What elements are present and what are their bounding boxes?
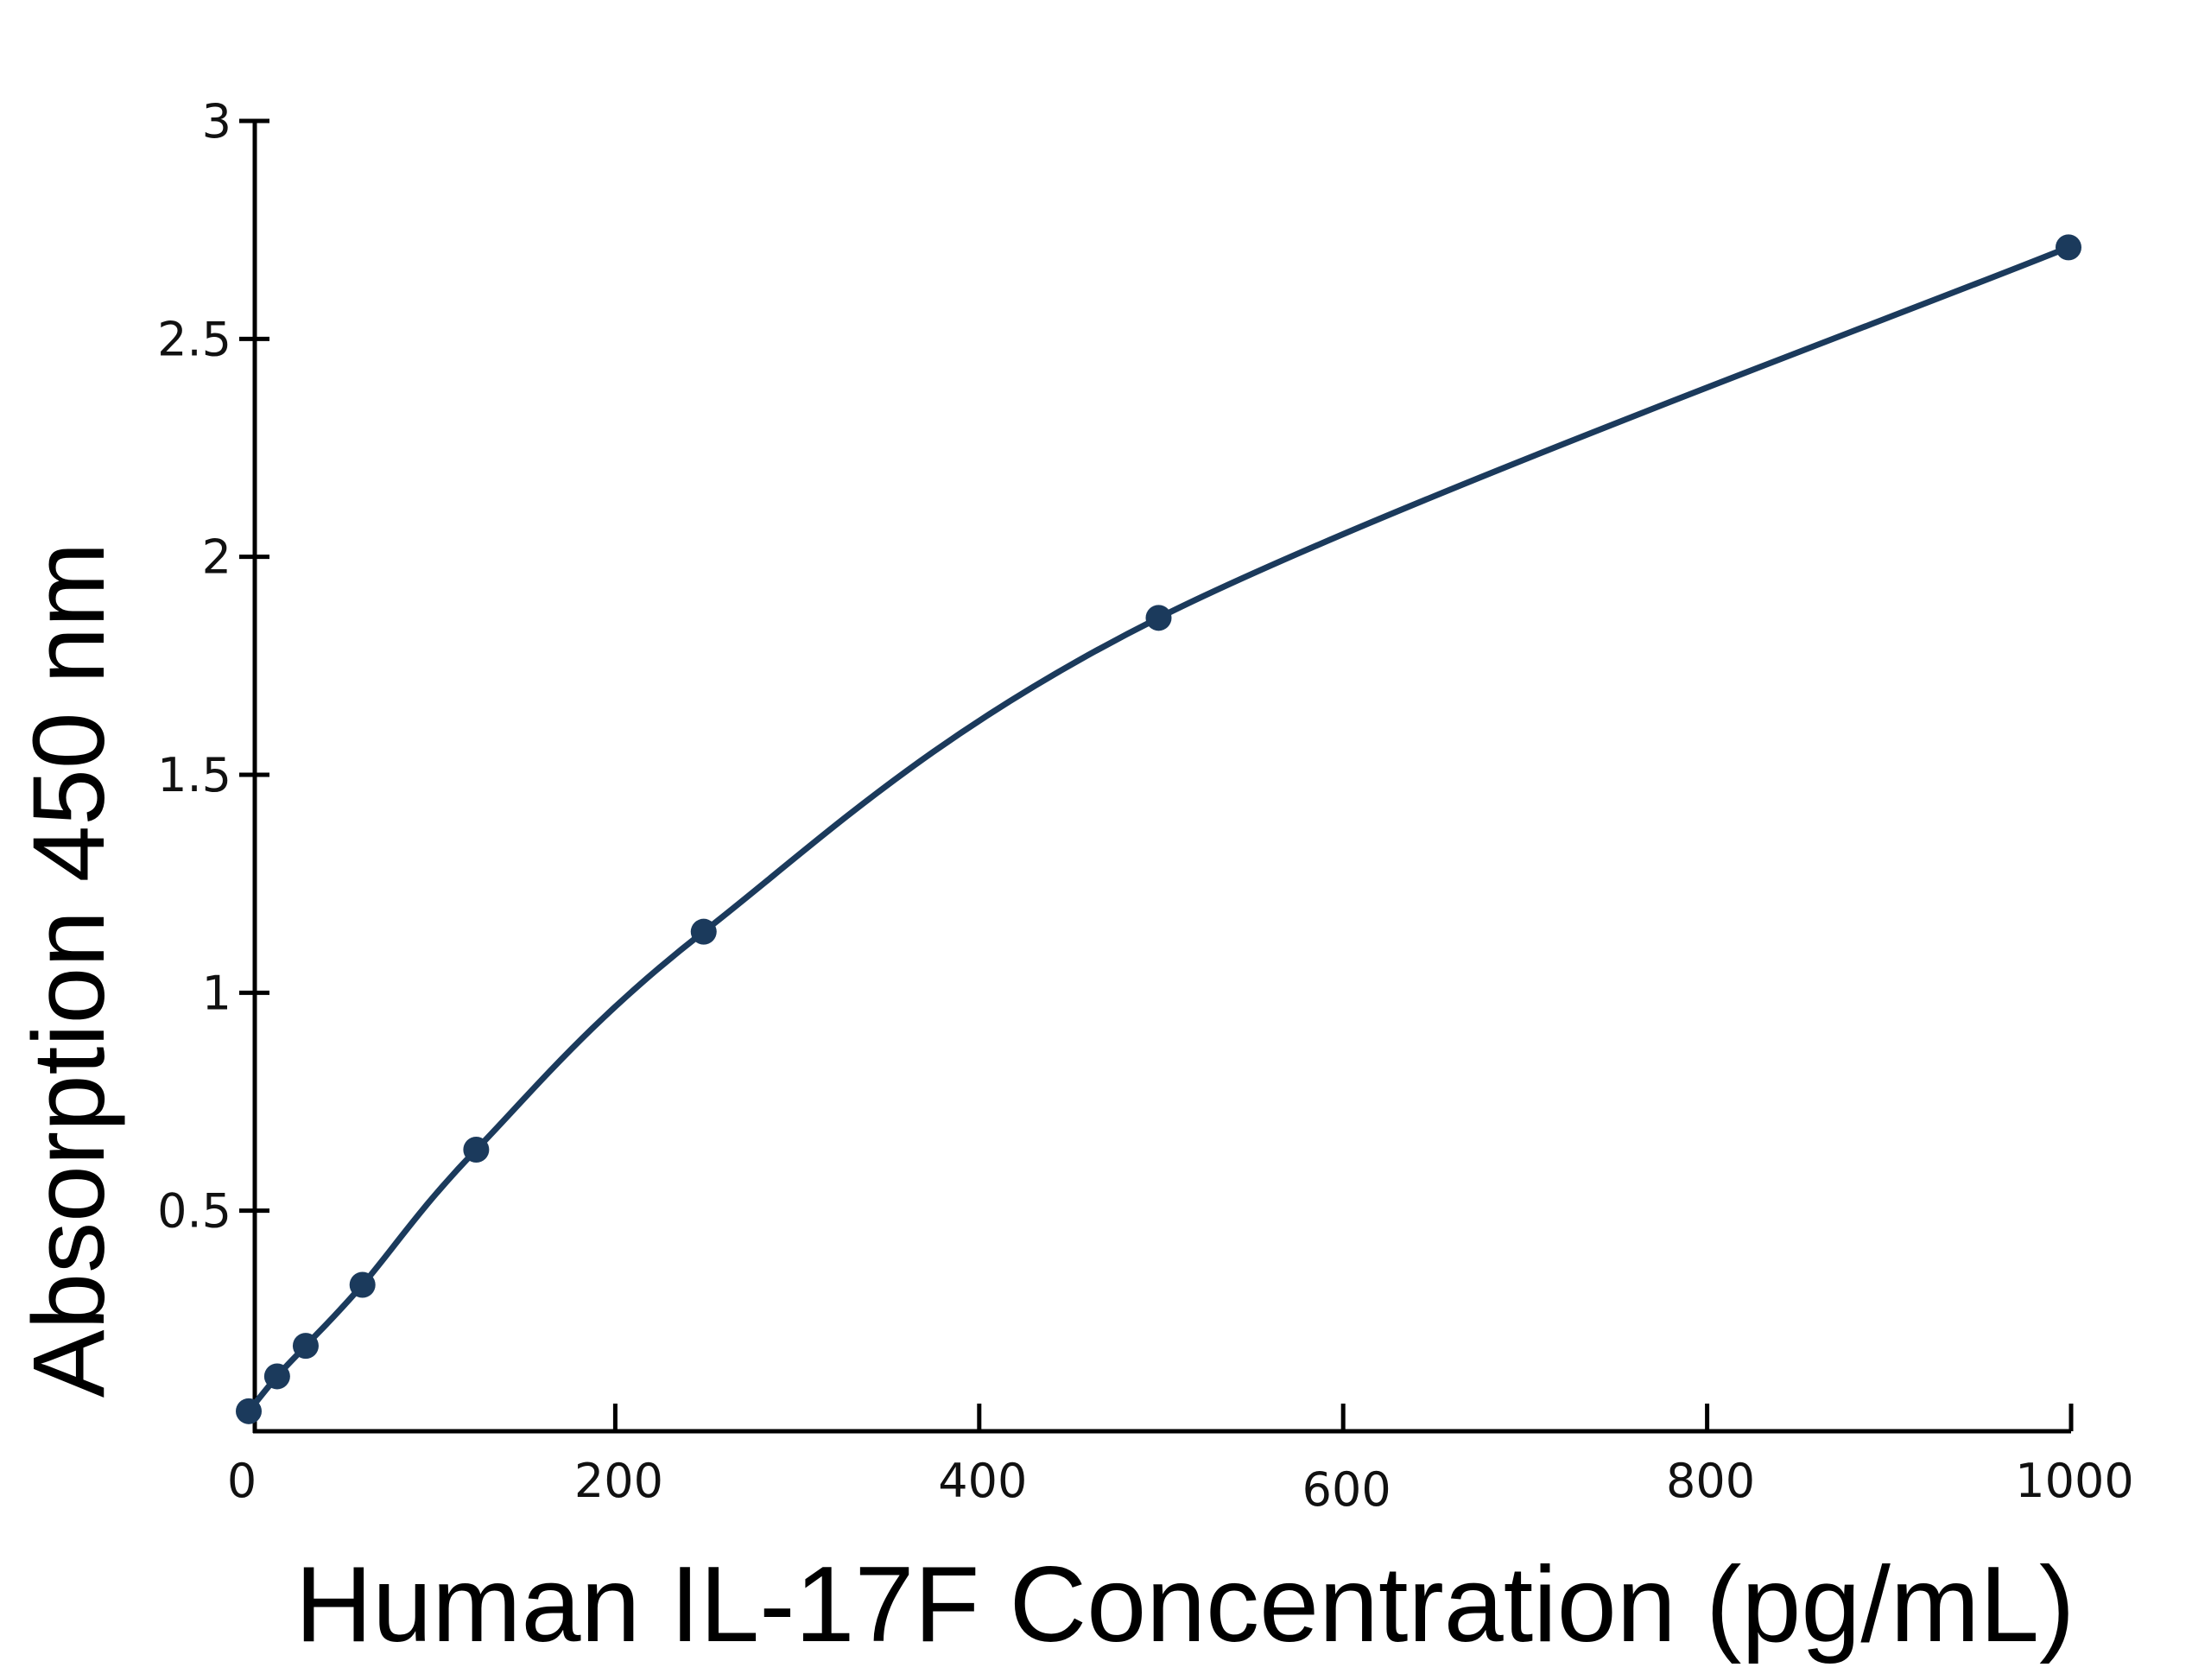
data-point: [1145, 605, 1172, 631]
x-tick-label: 1000: [2015, 1454, 2133, 1508]
x-tick-label: 800: [1666, 1454, 1755, 1508]
y-tick-label: 0.5: [157, 1184, 231, 1239]
data-point: [292, 1333, 319, 1360]
fit-curve: [245, 244, 2072, 1415]
axes: 0.5 1 1.5 2 2.5 3 0 200 400 600 800 1000: [157, 94, 2134, 1517]
plot-area: [236, 234, 2081, 1424]
data-point: [463, 1137, 490, 1163]
x-tick-label: 600: [1302, 1462, 1391, 1517]
y-tick-label: 1.5: [157, 748, 231, 802]
data-point: [349, 1271, 376, 1298]
x-ticks: 0 200 400 600 800 1000: [227, 1404, 2134, 1517]
y-axis-title: Absorption 450 nm: [12, 542, 126, 1398]
y-ticks: 0.5 1 1.5 2 2.5 3: [157, 94, 269, 1239]
x-tick-label: 0: [227, 1454, 257, 1508]
y-tick-label: 1: [202, 966, 231, 1020]
y-tick-label: 3: [202, 94, 231, 149]
y-tick-label: 2: [202, 530, 231, 585]
x-tick-label: 200: [574, 1454, 663, 1508]
data-point: [690, 918, 717, 945]
data-point: [263, 1363, 290, 1390]
x-tick-label: 400: [938, 1454, 1027, 1508]
data-point: [236, 1398, 262, 1424]
x-axis-title: Human IL-17F Concentration (pg/mL): [295, 1545, 2075, 1664]
y-tick-label: 2.5: [157, 312, 231, 366]
data-point: [2056, 234, 2081, 261]
